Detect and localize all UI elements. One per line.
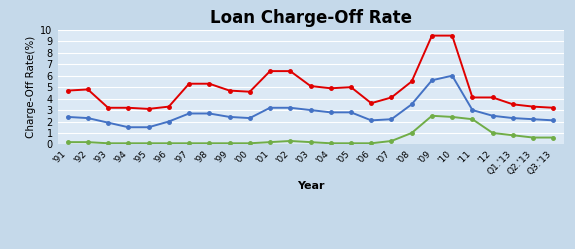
Consumer Loans: [85, 117, 91, 120]
Line: Credit Cards: Credit Cards: [66, 34, 555, 111]
Consumer Loans: [186, 112, 193, 115]
Consumer Loans: [287, 106, 294, 109]
Consumer Loans: [489, 114, 496, 117]
Residential Real Estate Loans: [327, 142, 334, 145]
Credit Cards: [206, 82, 213, 85]
Residential Real Estate Loans: [64, 141, 71, 144]
Credit Cards: [246, 90, 253, 93]
Residential Real Estate Loans: [226, 142, 233, 145]
Residential Real Estate Loans: [550, 136, 557, 139]
Consumer Loans: [469, 109, 476, 112]
Residential Real Estate Loans: [105, 142, 112, 145]
Residential Real Estate Loans: [267, 141, 274, 144]
Credit Cards: [347, 86, 354, 89]
Residential Real Estate Loans: [509, 134, 516, 137]
Residential Real Estate Loans: [186, 142, 193, 145]
Residential Real Estate Loans: [287, 139, 294, 142]
Credit Cards: [428, 34, 435, 37]
Consumer Loans: [307, 109, 314, 112]
Line: Residential Real Estate Loans: Residential Real Estate Loans: [66, 114, 555, 145]
Consumer Loans: [428, 79, 435, 82]
Residential Real Estate Loans: [206, 142, 213, 145]
Residential Real Estate Loans: [489, 131, 496, 134]
Consumer Loans: [347, 111, 354, 114]
Credit Cards: [509, 103, 516, 106]
Consumer Loans: [509, 117, 516, 120]
Credit Cards: [327, 87, 334, 90]
Residential Real Estate Loans: [428, 114, 435, 117]
Credit Cards: [125, 106, 132, 109]
Credit Cards: [530, 105, 536, 108]
Residential Real Estate Loans: [448, 116, 455, 119]
Credit Cards: [550, 106, 557, 109]
Credit Cards: [226, 89, 233, 92]
Residential Real Estate Loans: [307, 141, 314, 144]
Credit Cards: [307, 84, 314, 87]
Credit Cards: [85, 88, 91, 91]
Credit Cards: [469, 96, 476, 99]
Consumer Loans: [145, 126, 152, 129]
Consumer Loans: [550, 119, 557, 122]
Credit Cards: [448, 34, 455, 37]
Credit Cards: [105, 106, 112, 109]
Legend: Consumer Loans, Credit Cards, Residential Real Estate Loans: Consumer Loans, Credit Cards, Residentia…: [104, 247, 517, 249]
Consumer Loans: [226, 116, 233, 119]
Residential Real Estate Loans: [347, 142, 354, 145]
X-axis label: Year: Year: [297, 181, 324, 191]
Y-axis label: Charge-Off Rate(%): Charge-Off Rate(%): [26, 36, 36, 138]
Credit Cards: [388, 96, 395, 99]
Residential Real Estate Loans: [246, 142, 253, 145]
Credit Cards: [166, 105, 172, 108]
Consumer Loans: [368, 119, 375, 122]
Residential Real Estate Loans: [85, 141, 91, 144]
Credit Cards: [368, 102, 375, 105]
Residential Real Estate Loans: [166, 142, 172, 145]
Consumer Loans: [448, 74, 455, 77]
Consumer Loans: [408, 103, 415, 106]
Consumer Loans: [64, 116, 71, 119]
Credit Cards: [489, 96, 496, 99]
Consumer Loans: [267, 106, 274, 109]
Consumer Loans: [388, 118, 395, 121]
Consumer Loans: [125, 126, 132, 129]
Credit Cards: [267, 70, 274, 73]
Consumer Loans: [105, 121, 112, 124]
Line: Consumer Loans: Consumer Loans: [66, 74, 555, 129]
Consumer Loans: [246, 117, 253, 120]
Residential Real Estate Loans: [125, 142, 132, 145]
Residential Real Estate Loans: [469, 118, 476, 121]
Credit Cards: [408, 80, 415, 83]
Residential Real Estate Loans: [530, 136, 536, 139]
Residential Real Estate Loans: [408, 131, 415, 134]
Residential Real Estate Loans: [145, 142, 152, 145]
Residential Real Estate Loans: [368, 142, 375, 145]
Residential Real Estate Loans: [388, 139, 395, 142]
Credit Cards: [287, 70, 294, 73]
Consumer Loans: [206, 112, 213, 115]
Title: Loan Charge-Off Rate: Loan Charge-Off Rate: [209, 9, 412, 27]
Credit Cards: [186, 82, 193, 85]
Consumer Loans: [530, 118, 536, 121]
Credit Cards: [145, 107, 152, 110]
Consumer Loans: [327, 111, 334, 114]
Consumer Loans: [166, 120, 172, 123]
Credit Cards: [64, 89, 71, 92]
